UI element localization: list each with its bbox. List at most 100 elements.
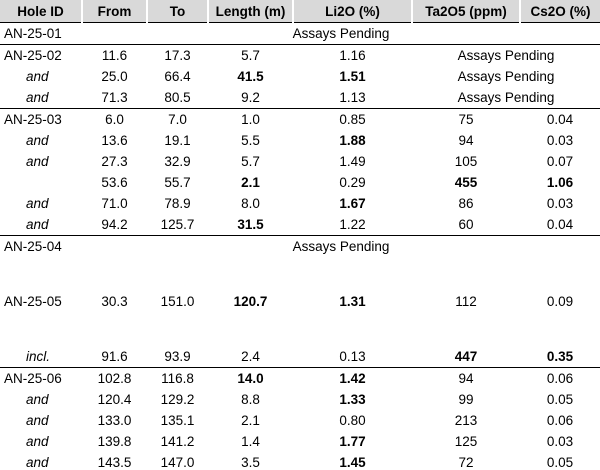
data-row: and 25.0 66.4 41.5 1.51 Assays Pending (0, 66, 600, 87)
cell: 0.03 (546, 434, 574, 449)
cell: 32.9 (164, 154, 191, 169)
cell: 7.0 (147, 108, 208, 130)
cell: 0.03 (546, 196, 574, 211)
cell: 1.22 (339, 217, 366, 232)
cell: 141.2 (160, 434, 195, 449)
hole-id: and (26, 196, 49, 211)
hole-id: and (26, 217, 49, 232)
cell: 0.13 (339, 349, 366, 364)
cell: 0.06 (520, 367, 600, 389)
spacer-row (0, 312, 600, 346)
hole-id: incl. (26, 349, 51, 364)
cell: 112 (455, 294, 477, 309)
cell: 129.2 (160, 392, 195, 407)
hole-id (0, 172, 82, 193)
cell: 1.45 (339, 455, 366, 470)
header-row: Hole ID From To Length (m) Li2O (%) Ta2O5 (pp… (0, 0, 600, 23)
cell: 2.1 (241, 413, 260, 428)
data-row: AN-25-03 6.0 7.0 1.0 0.85 75 0.04 (0, 108, 600, 130)
cell: 72 (458, 455, 474, 470)
cell: 0.80 (339, 413, 366, 428)
cell: 53.6 (101, 175, 128, 190)
cell: 13.6 (101, 133, 128, 148)
cell: 17.3 (147, 44, 208, 66)
cell: 75 (412, 108, 520, 130)
data-row: AN-25-01 Assays Pending (0, 23, 600, 45)
hole-id: and (26, 455, 49, 470)
cell: 71.0 (101, 196, 128, 211)
data-row: and 120.4 129.2 8.8 1.33 99 0.05 (0, 389, 600, 410)
cell: 125 (454, 434, 478, 449)
cell: Assays Pending (82, 235, 600, 257)
cell: Assays Pending (457, 69, 555, 84)
cell: 143.5 (97, 455, 132, 470)
hole-id: and (26, 90, 49, 105)
cell: 105 (454, 154, 478, 169)
hole-id: AN-25-05 (4, 294, 62, 309)
cell: 133.0 (97, 413, 132, 428)
cell: 147.0 (160, 455, 195, 470)
spacer-cell (0, 312, 600, 346)
cell: 30.3 (101, 294, 128, 309)
hole-id: AN-25-06 (0, 367, 82, 389)
hole-id: AN-25-01 (4, 26, 62, 41)
column-header: Hole ID (0, 0, 83, 23)
column-header: Length (m) (208, 0, 294, 23)
data-row: and 143.5 147.0 3.5 1.45 72 0.05 (0, 452, 600, 470)
cell: 1.13 (339, 90, 366, 105)
data-row: and 94.2 125.7 31.5 1.22 60 0.04 (0, 214, 600, 236)
data-row: and 71.3 80.5 9.2 1.13 Assays Pending (0, 87, 600, 109)
cell: 0.06 (546, 413, 574, 428)
cell: 5.5 (241, 133, 260, 148)
cell: 78.9 (164, 196, 191, 211)
cell: 1.88 (339, 133, 366, 148)
column-header: From (82, 0, 148, 23)
cell: 0.03 (546, 133, 574, 148)
cell: 94.2 (101, 217, 128, 232)
cell: 0.35 (546, 349, 574, 364)
cell: 139.8 (97, 434, 132, 449)
data-row: and 71.0 78.9 8.0 1.67 86 0.03 (0, 193, 600, 214)
cell: 71.3 (101, 90, 128, 105)
cell: 1.33 (339, 392, 366, 407)
cell: 135.1 (160, 413, 195, 428)
cell: 102.8 (82, 367, 147, 389)
hole-id: and (26, 413, 49, 428)
cell: 1.49 (339, 154, 366, 169)
cell: 151.0 (160, 294, 195, 309)
cell: 447 (454, 349, 478, 364)
hole-id: and (26, 69, 49, 84)
cell: 120.4 (97, 392, 132, 407)
cell: Assays Pending (292, 26, 390, 41)
cell: 2.1 (241, 175, 260, 190)
data-row: AN-25-05 30.3 151.0 120.7 1.31 112 0.09 (0, 291, 600, 312)
cell: 8.0 (241, 196, 260, 211)
cell: 31.5 (237, 217, 264, 232)
cell: 93.9 (164, 349, 191, 364)
cell: 1.51 (339, 69, 366, 84)
cell: 86 (458, 196, 474, 211)
cell: 11.6 (82, 44, 147, 66)
cell: 116.8 (147, 367, 208, 389)
cell: 0.29 (339, 175, 366, 190)
hole-id: AN-25-03 (0, 108, 82, 130)
cell: 66.4 (164, 69, 191, 84)
cell: 1.67 (339, 196, 366, 211)
data-row: AN-25-02 11.6 17.3 5.7 1.16 Assays Pending (0, 44, 600, 66)
cell: Assays Pending (412, 44, 600, 66)
hole-id: AN-25-02 (0, 44, 82, 66)
cell: 25.0 (101, 69, 128, 84)
data-row: AN-25-06 102.8 116.8 14.0 1.42 94 0.06 (0, 367, 600, 389)
hole-id: and (26, 133, 49, 148)
cell: 19.1 (164, 133, 191, 148)
cell: 1.77 (339, 434, 366, 449)
hole-id: and (26, 434, 49, 449)
column-header: Ta2O5 (ppm) (412, 0, 521, 23)
hole-id: and (26, 154, 49, 169)
column-header: To (147, 0, 209, 23)
cell: 27.3 (101, 154, 128, 169)
cell: Assays Pending (457, 90, 555, 105)
cell: 5.7 (208, 44, 293, 66)
